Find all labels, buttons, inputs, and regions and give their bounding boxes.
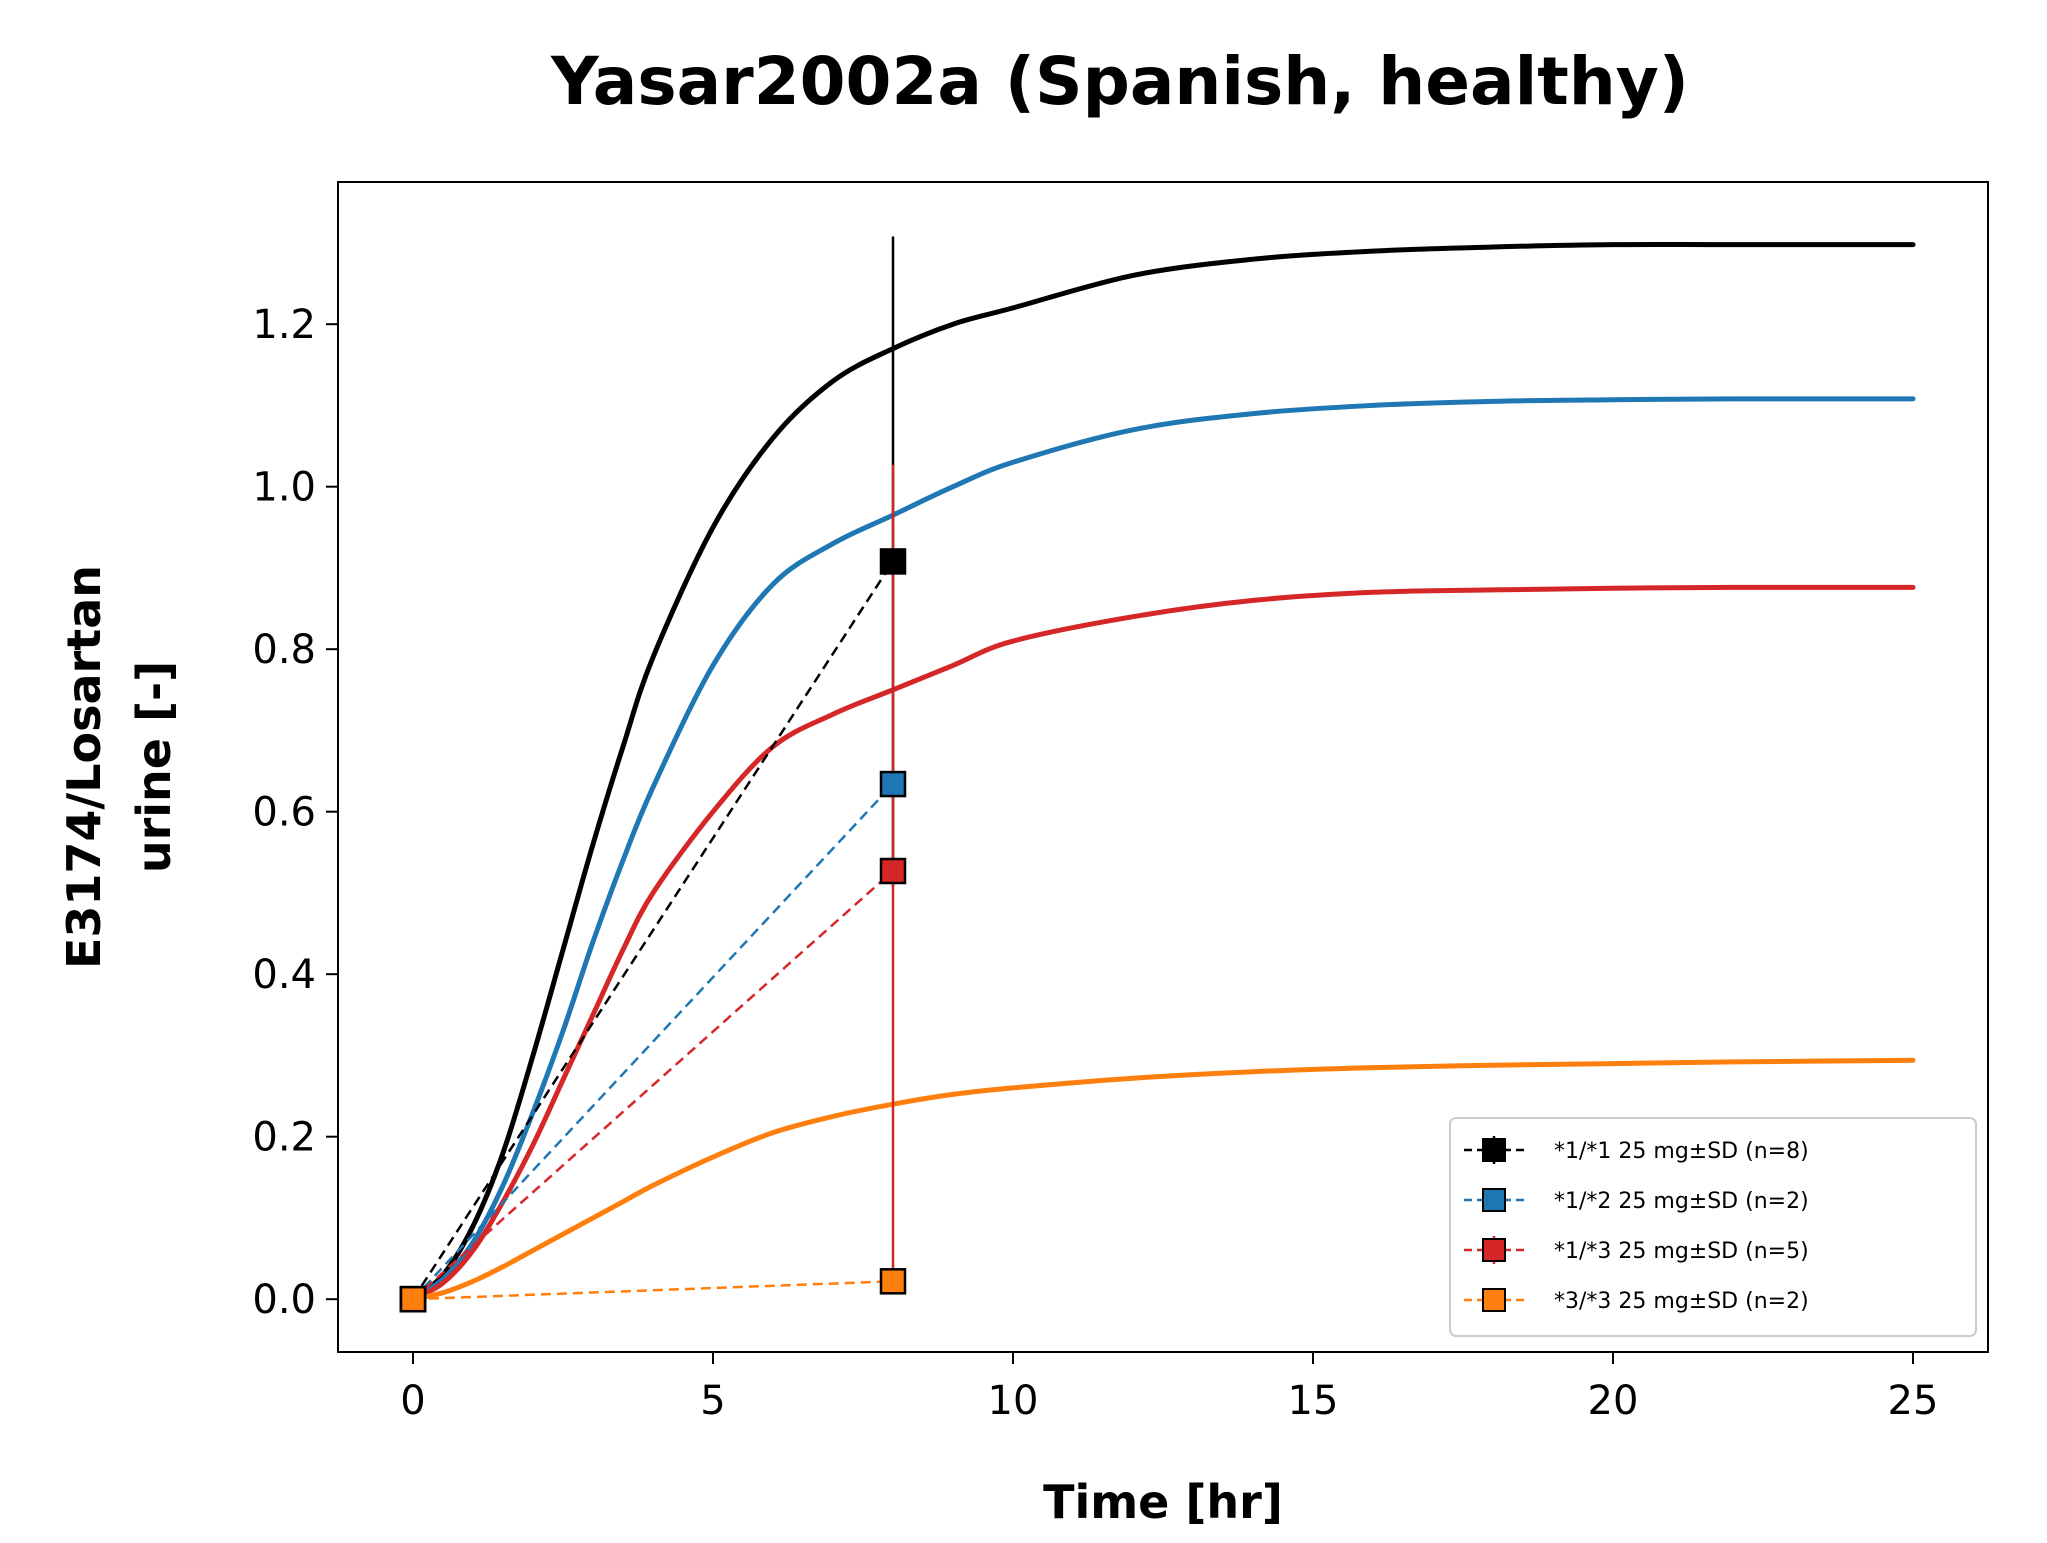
y-tick-label: 0.2 bbox=[252, 1115, 316, 1161]
legend-marker bbox=[1482, 1288, 1506, 1312]
data-point bbox=[879, 1268, 907, 1295]
legend-marker bbox=[1482, 1238, 1506, 1262]
x-axis: 0 5 10 15 20 25 bbox=[400, 1352, 1938, 1424]
legend-marker bbox=[1482, 1188, 1506, 1212]
data-point bbox=[879, 857, 907, 885]
model-curves bbox=[410, 241, 1916, 1302]
legend-box bbox=[1449, 1117, 1977, 1337]
model-curve-2 bbox=[410, 396, 1916, 1302]
y-tick-label: 0.8 bbox=[252, 627, 316, 673]
model-curve-4 bbox=[410, 1057, 1916, 1302]
data-point bbox=[879, 548, 907, 575]
legend-entry-3: *1/*3 25 mg±SD (n=5) bbox=[1464, 1236, 1809, 1264]
data-line-3 bbox=[412, 870, 894, 1301]
model-curve-3 bbox=[410, 584, 1916, 1302]
legend-marker bbox=[1482, 1138, 1506, 1162]
x-tick-label: 20 bbox=[1588, 1378, 1639, 1424]
legend-entry-1: *1/*1 25 mg±SD (n=8) bbox=[1464, 1136, 1809, 1164]
y-axis-label-line-2: urine [-] bbox=[127, 661, 181, 873]
y-axis: 0.0 0.2 0.4 0.6 0.8 1.0 1.2 bbox=[252, 302, 338, 1323]
x-tick-label: 25 bbox=[1888, 1378, 1939, 1424]
legend-label: *1/*3 25 mg±SD (n=5) bbox=[1554, 1239, 1809, 1264]
data-series bbox=[399, 548, 907, 1313]
legend-label: *1/*1 25 mg±SD (n=8) bbox=[1554, 1139, 1809, 1164]
y-tick-label: 1.2 bbox=[252, 302, 316, 348]
data-point bbox=[399, 1285, 427, 1313]
y-tick-label: 0.0 bbox=[252, 1277, 316, 1323]
y-tick-label: 1.0 bbox=[252, 465, 316, 511]
data-line-1 bbox=[411, 560, 895, 1300]
y-tick-label: 0.6 bbox=[252, 790, 316, 836]
plot-frame bbox=[337, 181, 1989, 1353]
legend-entry-2: *1/*2 25 mg±SD (n=2) bbox=[1464, 1188, 1809, 1214]
legend-label: *3/*3 25 mg±SD (n=2) bbox=[1554, 1289, 1809, 1314]
legend-label: *1/*2 25 mg±SD (n=2) bbox=[1554, 1189, 1809, 1214]
data-line-4 bbox=[412, 1280, 894, 1301]
model-curve-1 bbox=[410, 241, 1916, 1302]
legend-entry-4: *3/*3 25 mg±SD (n=2) bbox=[1464, 1288, 1809, 1314]
x-tick-label: 10 bbox=[988, 1378, 1039, 1424]
chart-title: Yasar2002a (Spanish, healthy) bbox=[550, 43, 1689, 120]
data-line-2 bbox=[412, 783, 894, 1301]
data-point bbox=[879, 770, 907, 798]
x-tick-label: 5 bbox=[700, 1378, 725, 1424]
x-tick-label: 0 bbox=[400, 1378, 425, 1424]
y-tick-label: 0.4 bbox=[252, 952, 316, 998]
legend: *1/*1 25 mg±SD (n=8) *1/*2 25 mg±SD (n=2)… bbox=[1449, 1117, 1977, 1337]
x-axis-label: Time [hr] bbox=[1043, 1475, 1283, 1529]
y-axis-label-line-1: E3174/Losartan bbox=[57, 565, 111, 969]
x-tick-label: 15 bbox=[1288, 1378, 1339, 1424]
